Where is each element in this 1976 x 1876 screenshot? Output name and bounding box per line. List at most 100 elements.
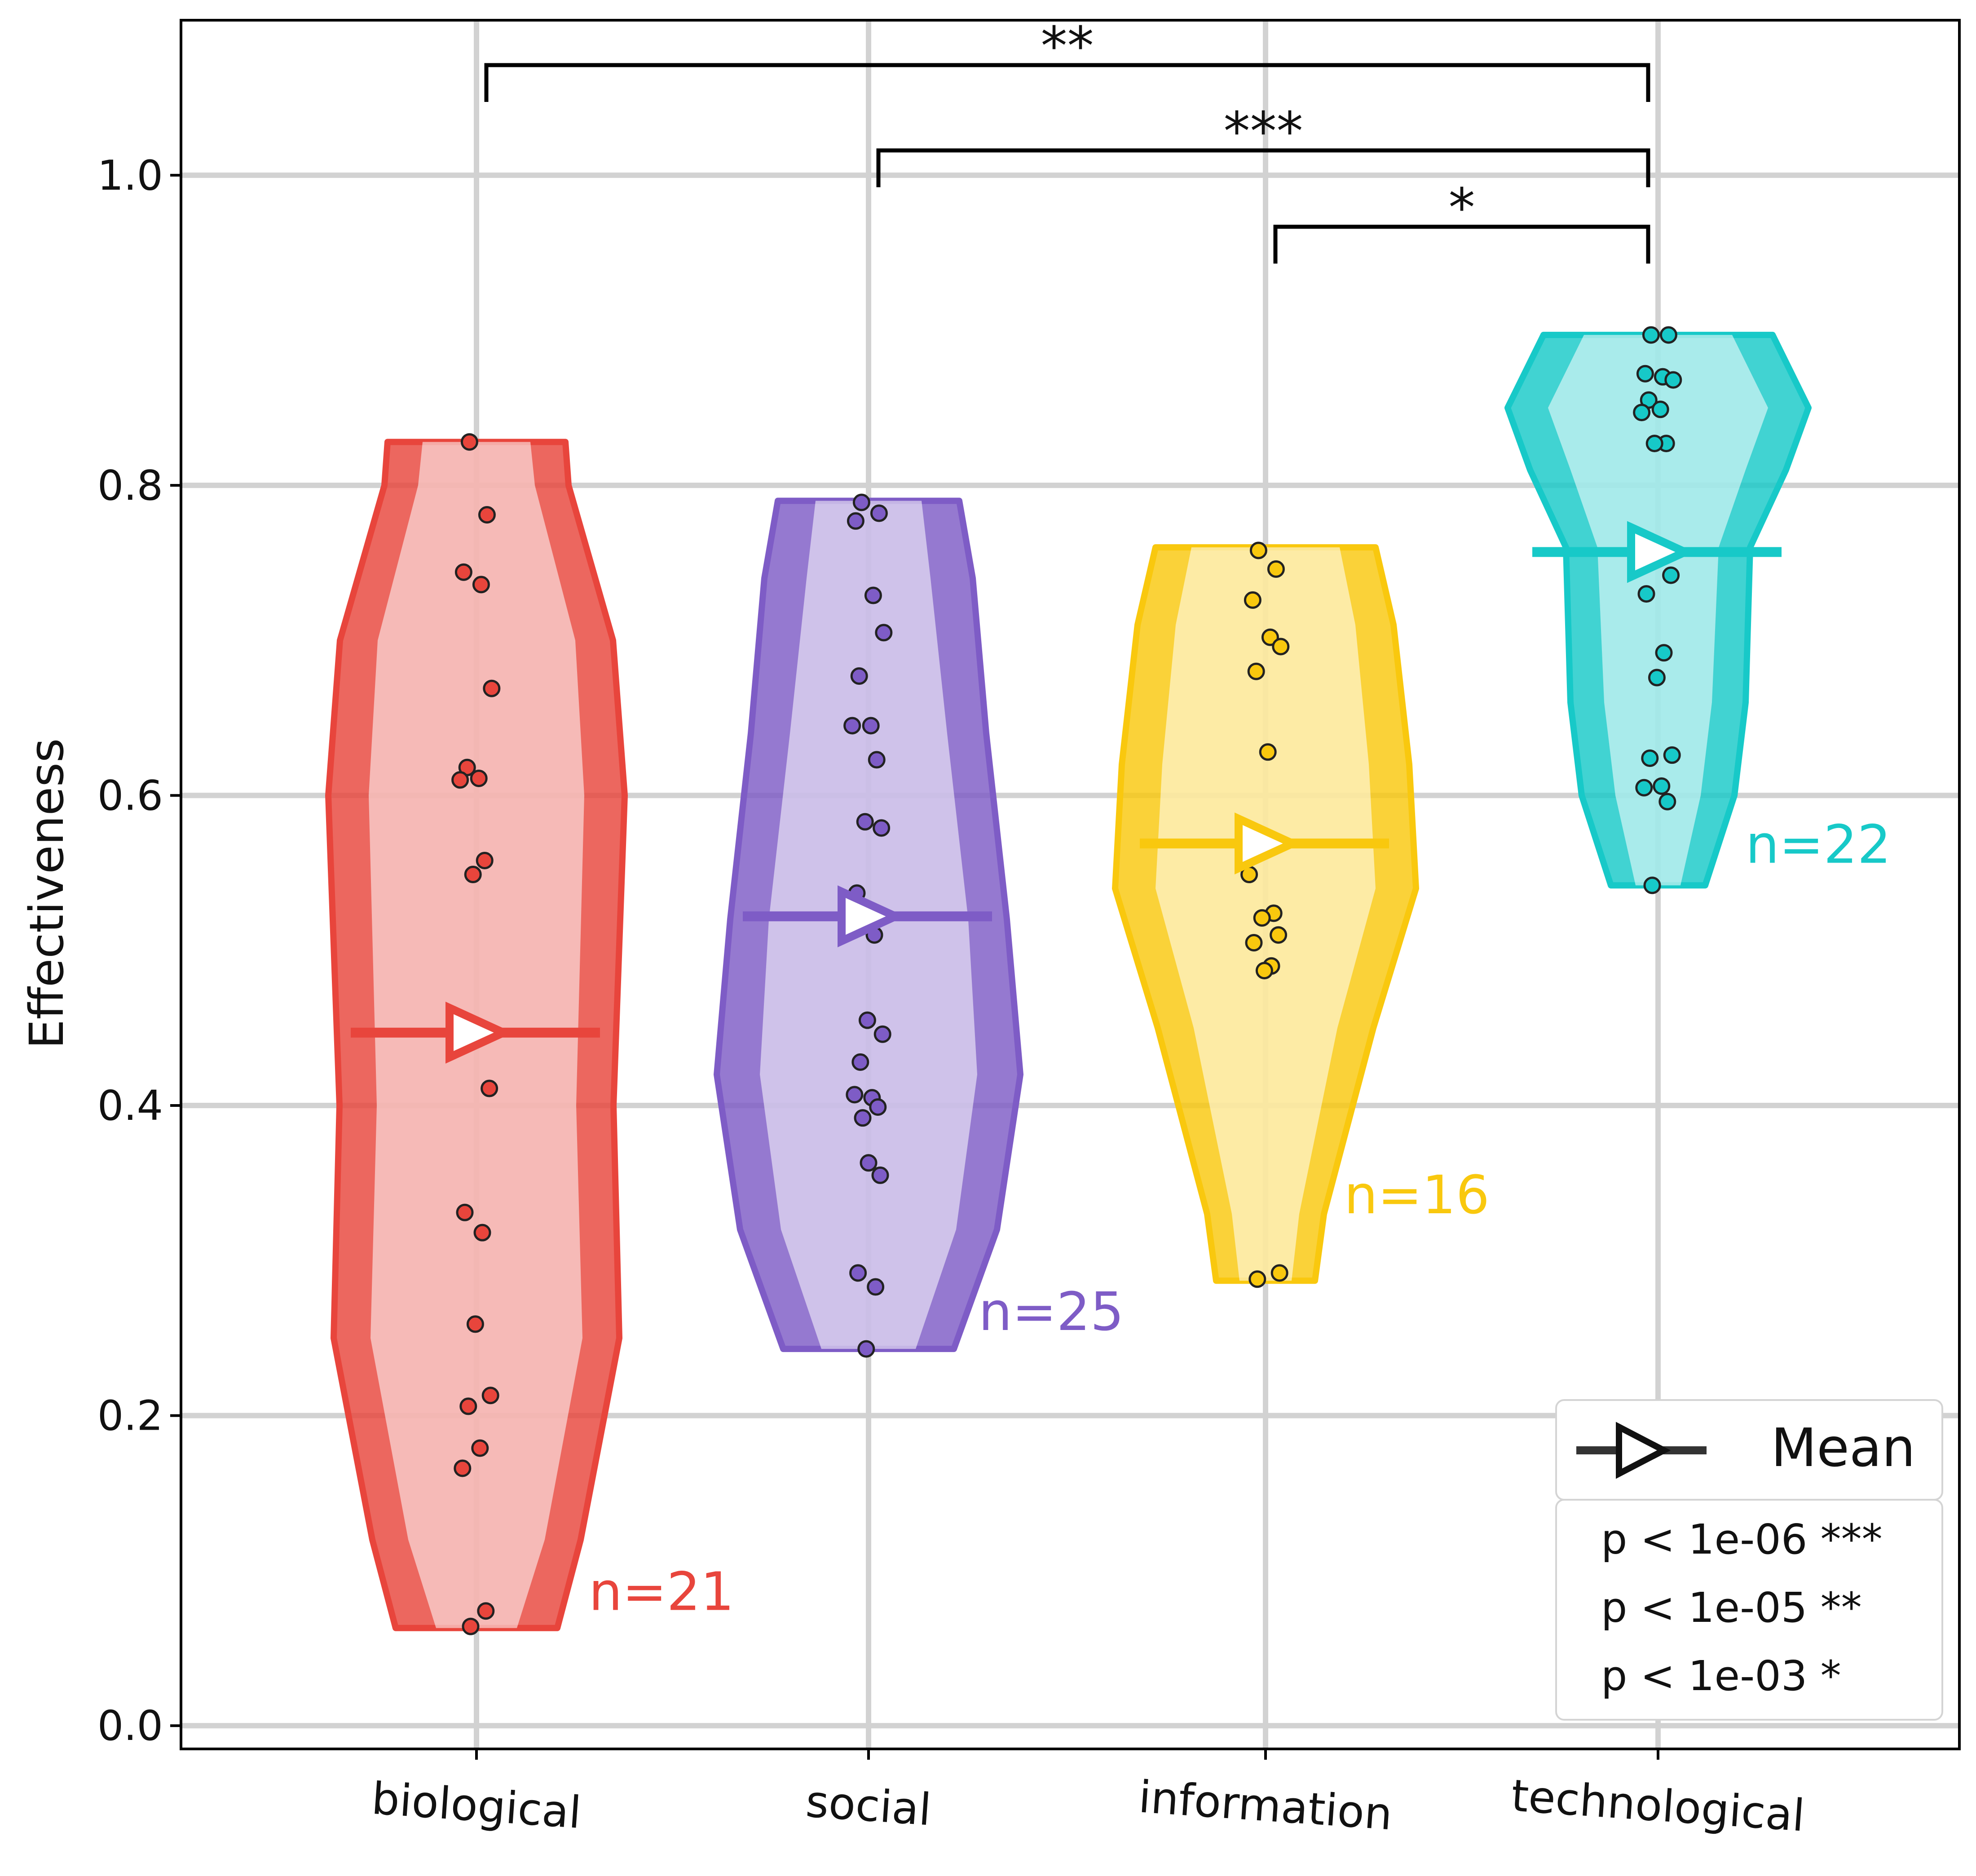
significance-brackets: ****** xyxy=(484,15,1650,264)
y-axis: 0.0 0.2 0.4 0.6 0.8 1.0 xyxy=(97,151,181,1750)
plot-frame xyxy=(180,19,1961,1750)
data-point-biological xyxy=(451,771,469,789)
n-label-information: n=16 xyxy=(1344,1164,1490,1226)
mean-marker-information xyxy=(1235,812,1302,875)
data-point-biological xyxy=(466,1315,484,1333)
data-point-information xyxy=(1267,560,1285,578)
data-point-social xyxy=(869,1098,887,1116)
data-point-social xyxy=(864,586,882,604)
data-point-social xyxy=(873,1025,891,1043)
data-point-social xyxy=(846,1086,864,1104)
data-point-technological xyxy=(1637,585,1655,603)
data-point-biological xyxy=(481,1079,498,1097)
data-point-biological xyxy=(477,1602,495,1620)
y-axis-label: Effectiveness xyxy=(19,738,74,1049)
data-point-technological xyxy=(1663,746,1681,764)
data-point-social xyxy=(870,504,888,522)
data-point-biological xyxy=(454,563,472,581)
y-tick-label: 0.0 xyxy=(97,1702,163,1750)
data-point-technological xyxy=(1651,401,1669,418)
data-point-information xyxy=(1249,542,1267,559)
data-point-technological xyxy=(1653,777,1671,795)
legend: Mean p < 1e-06 *** p < 1e-05 ** p < 1e-0… xyxy=(1555,1399,1943,1721)
data-point-biological xyxy=(481,1387,499,1405)
significance-bracket xyxy=(484,63,1650,102)
data-point-technological xyxy=(1636,365,1654,383)
data-point-social xyxy=(851,1053,869,1071)
data-point-technological xyxy=(1643,876,1661,894)
data-point-biological xyxy=(459,1397,477,1415)
data-point-social xyxy=(849,1264,867,1282)
y-tick-label: 0.6 xyxy=(97,771,163,819)
data-point-biological xyxy=(476,851,494,869)
data-point-technological xyxy=(1642,326,1660,344)
data-point-biological xyxy=(456,1203,474,1221)
data-point-social xyxy=(868,751,886,769)
data-point-information xyxy=(1247,662,1265,680)
data-point-social xyxy=(875,624,893,642)
legend-mean-label: Mean xyxy=(1771,1417,1915,1479)
data-point-technological xyxy=(1645,435,1663,453)
data-point-information xyxy=(1245,934,1263,951)
legend-p-note: p < 1e-06 *** xyxy=(1601,1515,1883,1563)
data-point-social xyxy=(871,1166,889,1184)
data-point-biological xyxy=(471,1439,489,1457)
data-point-technological xyxy=(1633,404,1651,422)
mean-markers xyxy=(351,521,1782,1064)
data-point-technological xyxy=(1648,669,1666,687)
data-point-information xyxy=(1270,1264,1288,1282)
significance-stars: * xyxy=(1449,176,1475,238)
data-point-biological xyxy=(454,1459,472,1477)
data-point-technological xyxy=(1655,644,1673,662)
data-point-technological xyxy=(1664,371,1682,389)
data-point-biological xyxy=(478,506,496,524)
significance-bracket xyxy=(876,148,1650,187)
data-point-technological xyxy=(1659,326,1677,344)
violin-inner-technological xyxy=(1548,335,1768,885)
data-point-information xyxy=(1270,926,1288,944)
data-point-information xyxy=(1272,638,1290,656)
mean-marker-social xyxy=(838,885,905,947)
data-point-social xyxy=(850,667,868,685)
significance-stars: *** xyxy=(1224,100,1303,162)
data-point-social xyxy=(873,819,891,837)
y-tick-label: 0.2 xyxy=(97,1392,163,1440)
data-point-biological xyxy=(460,433,478,451)
data-point-technological xyxy=(1662,566,1680,584)
n-label-biological: n=21 xyxy=(589,1561,734,1623)
legend-mean-marker-icon xyxy=(1616,1422,1671,1479)
data-point-social xyxy=(857,1340,875,1358)
data-point-social xyxy=(860,1154,878,1172)
n-label-social: n=25 xyxy=(979,1281,1124,1343)
data-point-biological xyxy=(464,866,482,884)
mean-marker-technological xyxy=(1627,521,1695,583)
data-point-social xyxy=(867,1278,885,1296)
data-point-social xyxy=(854,1109,872,1127)
y-tick-label: 0.8 xyxy=(97,462,163,510)
data-point-technological xyxy=(1658,793,1676,810)
data-point-social xyxy=(843,717,861,735)
legend-p-note: p < 1e-03 * xyxy=(1601,1652,1841,1700)
data-point-social xyxy=(847,512,864,530)
n-label-technological: n=22 xyxy=(1746,814,1891,876)
significance-stars: ** xyxy=(1041,15,1094,77)
data-point-biological xyxy=(473,1224,491,1242)
data-point-information xyxy=(1248,1270,1266,1288)
data-point-information xyxy=(1244,591,1261,609)
legend-p-note: p < 1e-05 ** xyxy=(1601,1584,1862,1632)
data-point-technological xyxy=(1641,749,1659,767)
y-tick-label: 1.0 xyxy=(97,151,163,199)
data-point-social xyxy=(858,1011,876,1029)
mean-marker-biological xyxy=(445,1001,513,1064)
data-point-information xyxy=(1255,962,1273,980)
data-point-biological xyxy=(470,769,488,787)
y-tick-label: 0.4 xyxy=(97,1082,163,1130)
data-point-biological xyxy=(472,576,490,594)
data-point-social xyxy=(862,717,880,735)
data-point-information xyxy=(1253,909,1271,927)
data-point-social xyxy=(856,813,874,831)
data-point-biological xyxy=(462,1617,480,1635)
legend-p-box xyxy=(1555,1499,1943,1721)
data-point-social xyxy=(852,493,870,511)
